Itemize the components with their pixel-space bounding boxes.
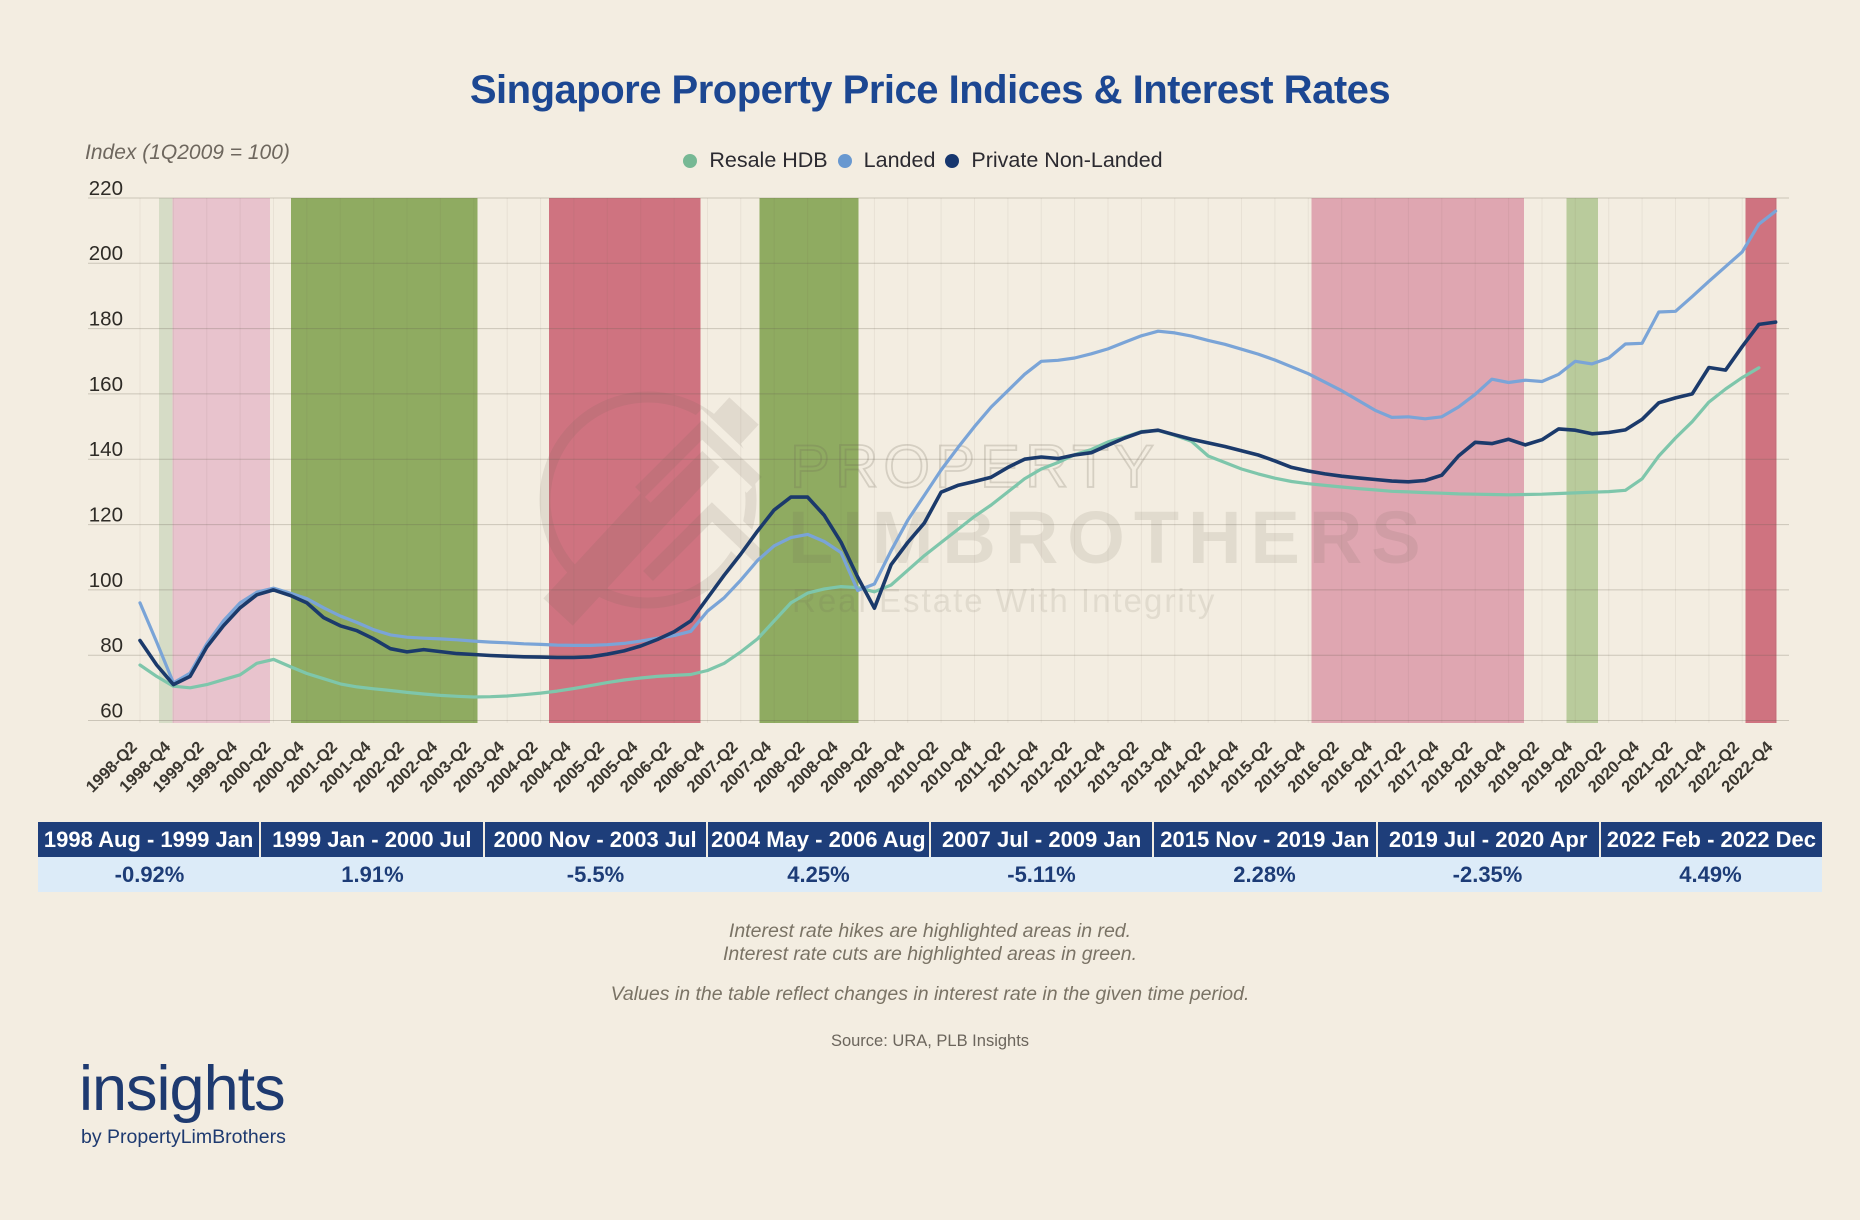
svg-text:200: 200 — [89, 242, 123, 265]
svg-text:60: 60 — [100, 699, 123, 722]
svg-text:PROPERTY: PROPERTY — [790, 433, 1159, 500]
svg-text:160: 160 — [89, 373, 123, 396]
svg-text:120: 120 — [89, 504, 123, 527]
svg-text:LIMBROTHERS: LIMBROTHERS — [788, 496, 1430, 579]
svg-text:220: 220 — [89, 177, 123, 200]
svg-text:100: 100 — [89, 569, 123, 592]
svg-text:140: 140 — [89, 438, 123, 461]
svg-text:80: 80 — [100, 634, 123, 657]
svg-text:180: 180 — [89, 308, 123, 331]
